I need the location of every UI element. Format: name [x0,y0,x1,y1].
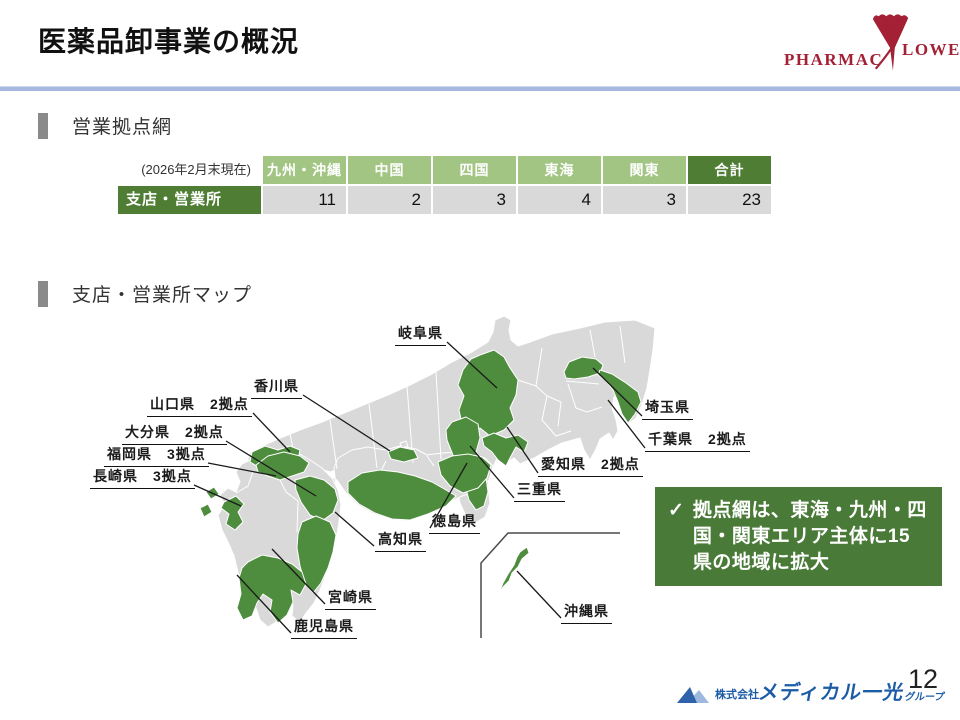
pref-tokushima [437,453,492,494]
company-prefix: 株式会社 [715,689,759,701]
company-logo: 株式会社 メディカル一光 グループ [676,676,945,705]
pref-saitama [563,356,604,380]
logo-text-lower: LOWER [902,40,960,59]
pref-kochi [347,469,457,521]
map-label-oita: 大分県 2拠点 [122,422,227,445]
japan-map-svg [193,315,656,638]
map-label-kagoshima: 鹿児島県 [291,616,357,639]
pref-nagasaki-islet [199,503,213,518]
table-value-kanto: 3 [603,186,686,214]
table-header-row: (2026年2月末現在) 九州・沖縄 中国 四国 東海 関東 合計 [118,156,773,184]
flower-icon [872,14,909,71]
table-value-tokai: 4 [518,186,601,214]
map-label-aichi: 愛知県 2拠点 [538,454,643,477]
offices-table: (2026年2月末現在) 九州・沖縄 中国 四国 東海 関東 合計 支店・営業所… [118,156,773,216]
section-map: 支店・営業所マップ [38,280,252,307]
pref-miyazaki [296,515,337,594]
table-value-row: 支店・営業所 11 2 3 4 3 23 [118,186,773,214]
map-label-chiba: 千葉県 2拠点 [645,429,750,452]
table-header-kanto: 関東 [603,156,686,184]
table-value-chugoku: 2 [348,186,431,214]
checkmark-icon: ✓ [668,500,684,521]
map-label-gifu: 岐阜県 [395,323,446,346]
japan-branch-map: 岐阜県 香川県 山口県 2拠点 大分県 2拠点 福岡県 3拠点 長崎県 3拠点 … [90,300,760,665]
section-marker [38,112,48,139]
pref-fukuoka [255,451,310,481]
section-marker [38,280,48,307]
table-row-label: 支店・営業所 [118,186,261,214]
leader-lines [193,341,646,634]
company-logo-icon [677,687,709,703]
pref-oita [294,475,339,522]
title-divider [0,86,960,91]
table-header-chugoku: 中国 [348,156,431,184]
page-title: 医薬品卸事業の概況 [38,26,300,57]
section-map-title: 支店・営業所マップ [72,285,253,306]
table-as-of-date: (2026年2月末現在) [141,162,251,177]
map-label-kagawa: 香川県 [251,376,302,399]
table-header-total: 合計 [688,156,771,184]
table-header-tokai: 東海 [518,156,601,184]
section-network: 営業拠点網 [38,112,172,139]
map-label-kochi: 高知県 [375,529,426,552]
pref-kagoshima [236,554,307,624]
table-value-shikoku: 3 [433,186,516,214]
callout-text: 拠点網は、東海・九州・四国・関東エリア主体に15県の地域に拡大 [692,500,927,573]
map-label-miyazaki: 宮崎県 [325,587,376,610]
table-header-shikoku: 四国 [433,156,516,184]
logo-text-pharmac: PHARMAC [784,50,884,69]
pref-okinawa [498,546,530,594]
table-value-kyushu-okinawa: 11 [263,186,346,214]
table-header-kyushu-okinawa: 九州・沖縄 [263,156,346,184]
map-label-fukuoka: 福岡県 3拠点 [104,444,209,467]
table-value-total: 23 [688,186,771,214]
okinawa-inset-bracket [480,532,620,638]
map-label-tokushima: 徳島県 [429,511,480,534]
map-label-saitama: 埼玉県 [642,397,693,420]
section-network-title: 営業拠点網 [72,117,173,138]
summary-callout: ✓ 拠点網は、東海・九州・四国・関東エリア主体に15県の地域に拡大 [655,487,942,587]
map-label-mie: 三重県 [514,479,565,502]
map-label-yamaguchi: 山口県 2拠点 [147,394,252,417]
company-name: メディカル一光 [756,682,907,704]
map-label-nagasaki: 長崎県 3拠点 [90,466,195,489]
pharmac-flower-logo: PHARMAC LOWER [782,4,960,82]
pref-kagawa [387,446,419,463]
page-number: 12 [907,664,938,694]
map-label-okinawa: 沖縄県 [561,601,612,624]
